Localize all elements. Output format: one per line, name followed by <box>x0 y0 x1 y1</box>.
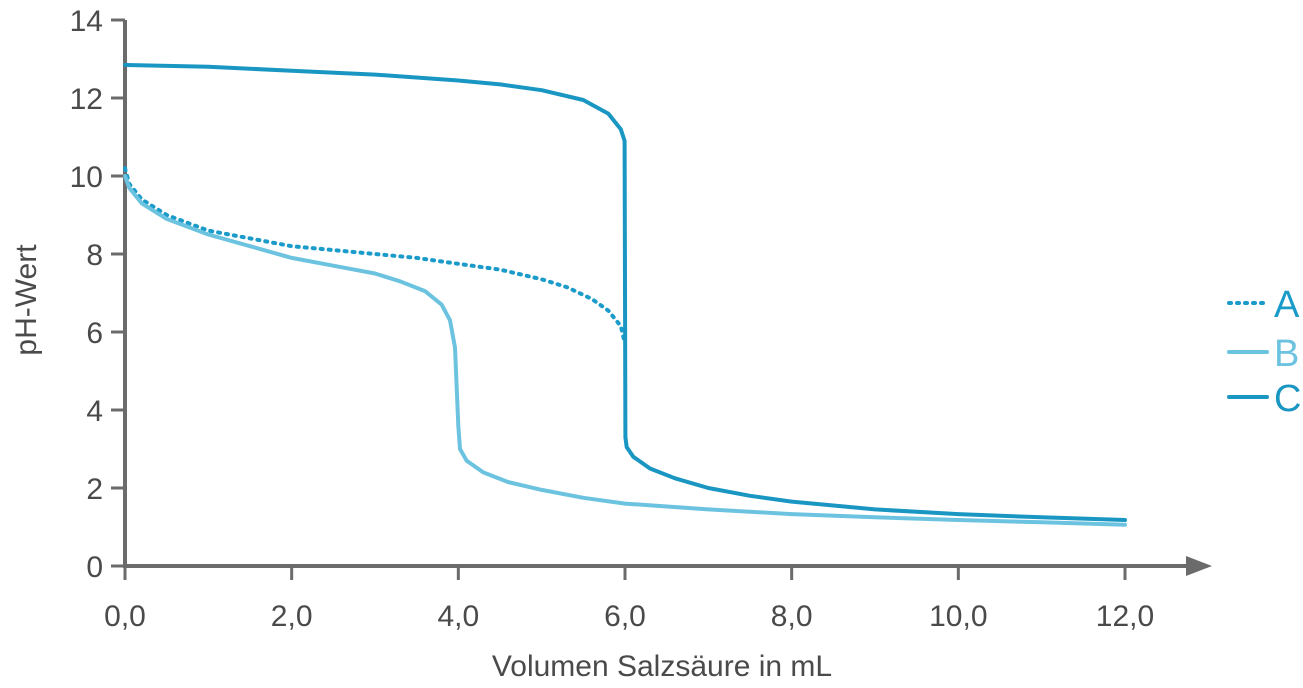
series-a-line <box>123 166 627 346</box>
y-tick-label: 10 <box>70 161 103 194</box>
y-tick-label: 6 <box>86 317 103 350</box>
y-tick-label: 2 <box>86 473 103 506</box>
legend-label-a: A <box>1274 284 1300 326</box>
x-axis-title: Volumen Salzsäure in mL <box>492 650 832 683</box>
axes <box>123 20 1212 576</box>
x-tick-label: 10,0 <box>929 600 987 633</box>
x-tick-label: 0,0 <box>104 600 146 633</box>
series-b-line <box>123 174 1127 527</box>
series-c-line <box>123 62 1127 522</box>
y-tick-label: 14 <box>70 5 103 38</box>
x-tick-label: 12,0 <box>1096 600 1154 633</box>
legend-label-b: B <box>1274 333 1299 375</box>
x-axis-arrow <box>1186 556 1212 576</box>
ticks: 0 2 4 6 8 10 12 14 0,0 2,0 4,0 6,0 8,0 10,0 12,0 <box>70 5 1155 633</box>
x-tick-label: 8,0 <box>771 600 813 633</box>
x-tick-label: 6,0 <box>604 600 646 633</box>
y-tick-label: 4 <box>86 395 103 428</box>
series-group <box>123 62 1127 527</box>
legend-label-c: C <box>1274 378 1301 420</box>
y-tick-label: 0 <box>86 551 103 584</box>
y-axis-title: pH-Wert <box>10 244 43 356</box>
legend: ABC <box>1227 284 1301 420</box>
y-tick-label: 12 <box>70 83 103 116</box>
x-tick-label: 4,0 <box>437 600 479 633</box>
x-tick-label: 2,0 <box>271 600 313 633</box>
y-tick-label: 8 <box>86 239 103 272</box>
